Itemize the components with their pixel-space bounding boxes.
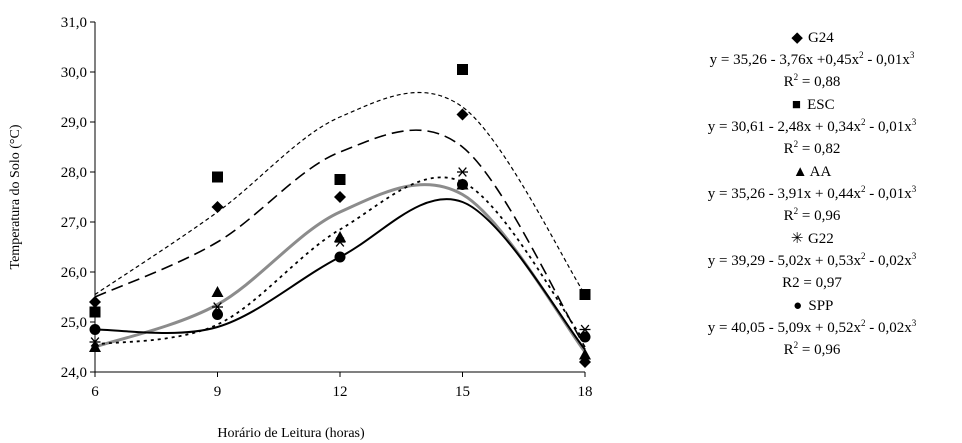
legend-entry-g24: ◆ G24 (662, 27, 962, 49)
diamond-icon: ◆ (791, 30, 803, 46)
data-point-g24 (334, 191, 346, 203)
data-point-spp (579, 331, 591, 343)
legend-entry-aa: ▲ AA (662, 161, 962, 183)
chart-canvas: 24,0 25,0 26,0 27,0 28,0 29,0 30,0 31,0 6 9 12 15 18… (8, 15, 593, 441)
data-point-g22 (334, 237, 346, 247)
data-point-g24 (211, 201, 224, 213)
y-axis-label: Temperatura do Solo (°C) (8, 124, 23, 269)
data-point-g22 (457, 167, 468, 177)
trend-curves (94, 91, 587, 353)
equation-spp: y = 40,05 - 5,09x + 0,52x2 - 0,02x3 (707, 318, 917, 337)
x-tick-label: 9 (214, 384, 222, 400)
data-point-spp (334, 251, 346, 263)
data-point-spp (457, 179, 468, 190)
x-tick-label: 15 (455, 384, 470, 400)
square-icon: ■ (791, 97, 801, 113)
legend: ◆ G24 y = 35,26 - 3,76x +0,45x2 - 0,01x3… (662, 26, 962, 361)
r2-g24: R2 = 0,88 (783, 72, 841, 91)
data-point-esc (579, 289, 591, 300)
x-axis-label: Horário de Leitura (horas) (217, 426, 365, 441)
trend-curve-g24 (94, 129, 586, 348)
legend-entry-spp: ● SPP (662, 295, 962, 317)
r2-g22: R2 = 0,97 (782, 275, 842, 291)
data-point-spp (212, 309, 223, 320)
data-point-g24 (456, 108, 469, 121)
y-tick-label: 28,0 (61, 165, 87, 181)
x-tick-label: 6 (91, 384, 99, 400)
y-tick-label: 29,0 (61, 115, 87, 131)
triangle-icon: ▲ (792, 164, 808, 180)
y-tick-label: 24,0 (61, 365, 87, 381)
data-points (89, 64, 591, 368)
legend-entry-esc: ■ ESC (662, 94, 962, 116)
data-point-esc (334, 174, 346, 185)
data-point-spp (89, 324, 101, 335)
y-tick-label: 25,0 (61, 315, 87, 331)
data-point-g22 (89, 337, 101, 347)
data-point-esc (212, 171, 223, 183)
equation-esc: y = 30,61 - 2,48x + 0,34x2 - 0,01x3 (707, 117, 917, 136)
asterisk-icon: ✳ (790, 231, 804, 247)
legend-entry-g22: ✳ G22 (662, 228, 962, 250)
legend-label: G22 (807, 231, 834, 247)
legend-label: SPP (808, 298, 834, 314)
data-point-aa (211, 286, 224, 297)
circle-icon: ● (793, 298, 803, 314)
legend-label: AA (809, 164, 832, 180)
x-tick-label: 18 (578, 384, 593, 400)
equation-g22: y = 39,29 - 5,02x + 0,53x2 - 0,02x3 (707, 251, 917, 270)
y-tick-label: 26,0 (61, 265, 87, 281)
data-point-aa (579, 348, 591, 360)
data-point-aa (89, 341, 101, 352)
legend-label: ESC (807, 97, 835, 113)
data-point-g24 (89, 296, 101, 308)
trend-curve-spp (94, 198, 586, 351)
trend-curve-aa (94, 183, 587, 353)
legend-label: G24 (807, 30, 834, 46)
trend-curve-esc (94, 91, 586, 295)
data-point-esc (89, 306, 101, 318)
r2-aa: R2 = 0,96 (783, 206, 841, 225)
axes: 24,0 25,0 26,0 27,0 28,0 29,0 30,0 31,0 6 9 12 15 18 (61, 15, 593, 400)
y-tick-label: 30,0 (61, 65, 87, 81)
y-tick-label: 31,0 (61, 15, 87, 31)
r2-spp: R2 = 0,96 (783, 340, 841, 359)
data-point-esc (457, 64, 468, 75)
equation-g24: y = 35,26 - 3,76x +0,45x2 - 0,01x3 (709, 50, 915, 69)
y-tick-label: 27,0 (61, 215, 87, 231)
r2-esc: R2 = 0,82 (783, 139, 841, 158)
x-tick-label: 12 (333, 384, 348, 400)
trend-curve-g22 (94, 176, 586, 346)
equation-aa: y = 35,26 - 3,91x + 0,44x2 - 0,01x3 (707, 184, 917, 203)
